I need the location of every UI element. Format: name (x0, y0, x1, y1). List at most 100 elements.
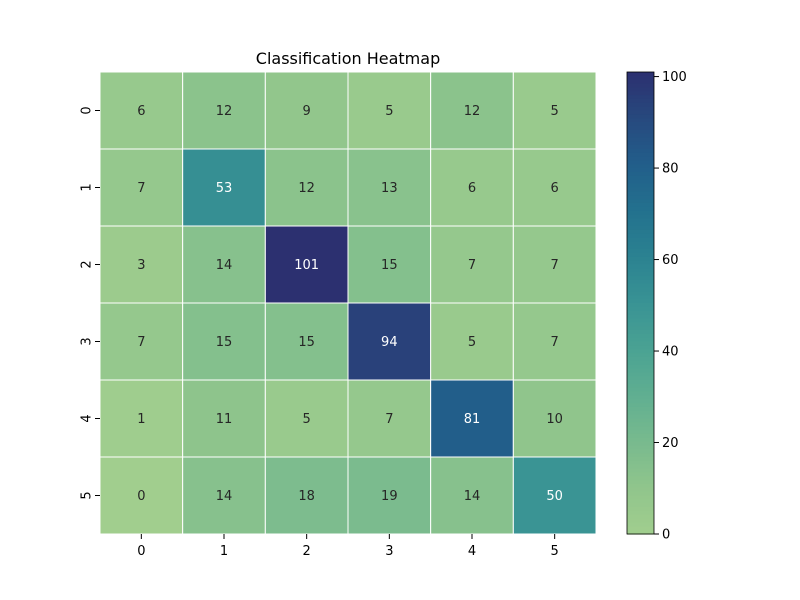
cell-value-label: 7 (137, 335, 145, 350)
colorbar-segment (627, 476, 654, 481)
heatmap-cell (182, 225, 266, 304)
colorbar-segment (627, 333, 654, 339)
cell-value-label: 15 (216, 335, 233, 350)
colorbar-segment (627, 195, 654, 200)
cell-value-label: 19 (381, 489, 398, 504)
heatmap-cell (99, 225, 184, 304)
colorbar: 0 20 40 60 80 100 (626, 70, 687, 543)
colorbar-segment (627, 102, 654, 108)
colorbar-segment (627, 399, 654, 404)
heatmap-cell (430, 379, 514, 458)
colorbar-segment (627, 387, 654, 393)
colorbar-segment (627, 87, 654, 92)
colorbar-segment (627, 422, 654, 427)
colorbar-segment (627, 233, 654, 239)
cell-value-label: 12 (298, 181, 315, 196)
colorbar-segment (627, 137, 654, 142)
heatmap-cell (512, 379, 597, 458)
y-tick-label: 4 (80, 414, 95, 422)
cell-value-label: 12 (464, 104, 481, 119)
colorbar-segment (627, 468, 654, 473)
colorbar-segment (627, 291, 654, 296)
colorbar-segment (627, 349, 654, 354)
colorbar-segment (627, 310, 654, 316)
colorbar-segment (627, 345, 654, 350)
colorbar-segment (627, 380, 654, 385)
colorbar-segment (627, 518, 654, 524)
colorbar-segment (627, 364, 654, 370)
colorbar-segment (627, 457, 654, 462)
colorbar-segment (627, 226, 654, 231)
colorbar-segment (627, 464, 654, 470)
cell-value-label: 7 (137, 181, 145, 196)
x-tick-label: 0 (137, 544, 145, 559)
colorbar-segment (627, 353, 654, 358)
heatmap-cell (512, 225, 597, 304)
colorbar-segment (627, 403, 654, 408)
colorbar-segment (627, 322, 654, 327)
colorbar-segment (627, 145, 654, 150)
colorbar-segment (627, 430, 654, 435)
cell-value-label: 15 (381, 258, 398, 273)
colorbar-segment (627, 337, 654, 343)
cell-value-label: 9 (303, 104, 311, 119)
colorbar-segment (627, 214, 654, 219)
heatmap-cell (99, 456, 184, 535)
heatmap-cell (99, 302, 184, 381)
y-axis: 0 1 2 3 4 5 (80, 106, 100, 500)
x-tick-label: 3 (385, 544, 393, 559)
colorbar-segment (627, 314, 654, 319)
heatmap-cell (347, 225, 432, 304)
colorbar-segment (627, 141, 654, 146)
colorbar-segment (627, 472, 654, 477)
colorbar-segment (627, 202, 654, 208)
cell-value-label: 13 (381, 181, 398, 196)
colorbar-segment (627, 245, 654, 250)
colorbar-segment (627, 360, 654, 366)
colorbar-segment (627, 487, 654, 493)
colorbar-segment (627, 483, 654, 489)
colorbar-tick-label: 60 (662, 253, 679, 268)
x-axis: 0 1 2 3 4 5 (137, 534, 559, 559)
colorbar-segment (627, 426, 654, 431)
cell-value-label: 7 (468, 258, 476, 273)
colorbar-segment (627, 191, 654, 196)
colorbar-segment (627, 260, 654, 266)
cell-value-label: 15 (298, 335, 315, 350)
colorbar-segment (627, 372, 654, 377)
colorbar-segment (627, 98, 654, 104)
colorbar-segment (627, 283, 654, 289)
cell-value-label: 14 (216, 258, 233, 273)
colorbar-segment (627, 175, 654, 181)
colorbar-segment (627, 326, 654, 331)
heatmap-cell (512, 302, 597, 381)
chart-title: Classification Heatmap (256, 49, 440, 68)
cell-value-label: 50 (546, 489, 563, 504)
colorbar-segment (627, 187, 654, 192)
colorbar-segment (627, 106, 654, 112)
heatmap-cell (99, 379, 184, 458)
x-tick-label: 2 (303, 544, 311, 559)
colorbar-segment (627, 222, 654, 227)
heatmap-cell (182, 302, 266, 381)
colorbar-frame (626, 71, 655, 535)
cell-value-label: 7 (551, 258, 559, 273)
cell-value-label: 94 (381, 335, 398, 350)
colorbar-tick-label: 40 (662, 345, 679, 360)
colorbar-segment (627, 122, 654, 127)
cell-value-label: 18 (298, 489, 315, 504)
heatmap-cell (430, 71, 514, 150)
cell-value-label: 5 (468, 335, 476, 350)
cell-value-label: 53 (216, 181, 233, 196)
colorbar-segment (627, 156, 654, 162)
x-tick-label: 1 (220, 544, 228, 559)
colorbar-segment (627, 183, 654, 189)
colorbar-segment (627, 83, 654, 88)
heatmap-cell (347, 71, 432, 150)
colorbar-segment (627, 168, 654, 173)
heatmap-cell (347, 148, 432, 227)
heatmap-cell (430, 456, 514, 535)
cell-value-label: 6 (137, 104, 145, 119)
heatmap-cell (512, 456, 597, 535)
